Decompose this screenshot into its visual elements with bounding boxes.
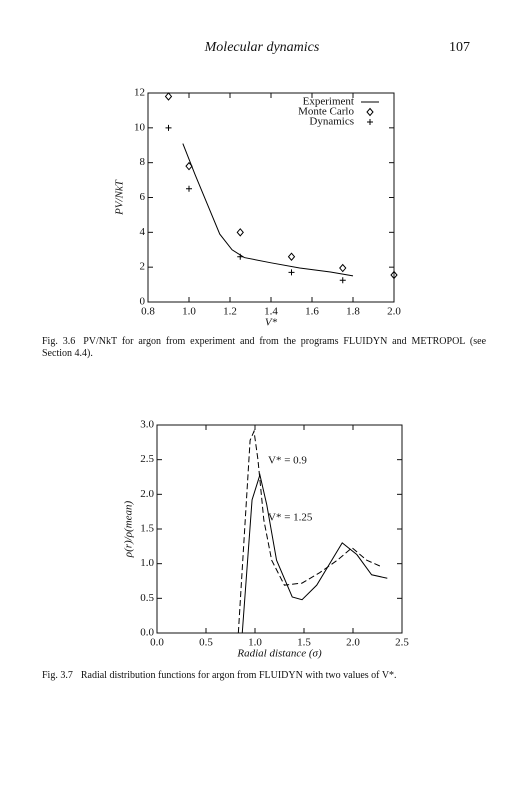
diamond-marker — [185, 161, 193, 171]
plus-marker — [237, 253, 244, 260]
x-tick-label: 1.4 — [264, 306, 278, 318]
y-tick-label: 0 — [140, 296, 146, 308]
series-line — [241, 473, 388, 634]
running-head: Molecular dynamics — [204, 40, 320, 55]
plus-marker — [165, 124, 172, 131]
plus-marker — [339, 277, 346, 284]
legend-marker — [367, 119, 373, 125]
page-number: 107 — [449, 40, 470, 55]
x-tick-label: 1.8 — [346, 306, 360, 318]
x-tick-label: 1.0 — [248, 637, 262, 649]
caption: Fig. 3.7 Radial distribution functions fo… — [42, 670, 486, 682]
legend-marker — [366, 107, 374, 117]
y-tick-label: 2 — [140, 261, 146, 273]
diamond-marker — [390, 270, 398, 280]
x-axis-label: Radial distance (σ) — [236, 648, 322, 660]
x-tick-label: 2.0 — [387, 306, 401, 318]
plus-marker — [186, 185, 192, 192]
diamond-marker — [287, 252, 296, 261]
caption-text: Radial distribution functions for argon … — [80, 670, 397, 681]
caption-box: Fig. 3.7 Radial distribution functions fo… — [42, 670, 486, 682]
series-label: V* = 1.25 — [268, 512, 313, 524]
x-tick-label: 2.5 — [395, 637, 409, 649]
y-tick-label: 1.5 — [140, 523, 154, 535]
diamond-marker — [339, 263, 347, 273]
x-tick-label: 1.0 — [182, 306, 196, 318]
legend-label: Monte Carlo — [298, 106, 354, 118]
y-axis-label: PV/NkT — [114, 179, 126, 216]
x-tick-label: 0.0 — [150, 637, 164, 649]
x-tick-label: 0.5 — [199, 637, 213, 649]
y-tick-label: 1.0 — [140, 557, 154, 569]
y-tick-label: 0.5 — [140, 592, 154, 604]
y-tick-label: 4 — [140, 226, 146, 238]
caption: Fig. 3.6 PV/NkT for argon from experiment… — [42, 336, 486, 360]
y-tick-label: 0.0 — [140, 627, 154, 639]
x-axis-label: V* — [265, 317, 278, 329]
y-tick-label: 10 — [134, 121, 146, 133]
caption-label: Fig. 3.6 — [42, 336, 76, 347]
y-tick-label: 3.0 — [140, 419, 154, 431]
x-tick-label: 1.2 — [223, 306, 237, 318]
caption-box: Fig. 3.6 PV/NkT for argon from experiment… — [42, 336, 486, 360]
y-tick-label: 6 — [140, 191, 146, 203]
caption-text: PV/NkT for argon from experiment and fro… — [42, 336, 486, 359]
plus-marker — [288, 269, 295, 276]
caption-label: Fig. 3.7 — [42, 670, 73, 681]
y-tick-label: 8 — [140, 156, 146, 168]
x-tick-label: 1.5 — [297, 637, 311, 649]
series-line — [182, 143, 354, 277]
legend-label: Dynamics — [309, 116, 354, 128]
x-tick-label: 2.0 — [346, 637, 360, 649]
y-tick-label: 12 — [134, 87, 145, 99]
x-tick-label: 0.8 — [141, 306, 155, 318]
series-label: V* = 0.9 — [268, 455, 307, 467]
y-tick-label: 2.0 — [140, 488, 154, 500]
legend-label: Experiment — [303, 96, 354, 108]
diamond-marker — [164, 92, 173, 101]
y-tick-label: 2.5 — [140, 453, 154, 465]
diamond-marker — [236, 228, 244, 237]
series-line — [237, 429, 383, 634]
y-axis-label: ρ(r)/ρ(mean) — [123, 500, 135, 558]
plot-frame — [147, 92, 395, 303]
x-tick-label: 1.6 — [305, 306, 319, 318]
